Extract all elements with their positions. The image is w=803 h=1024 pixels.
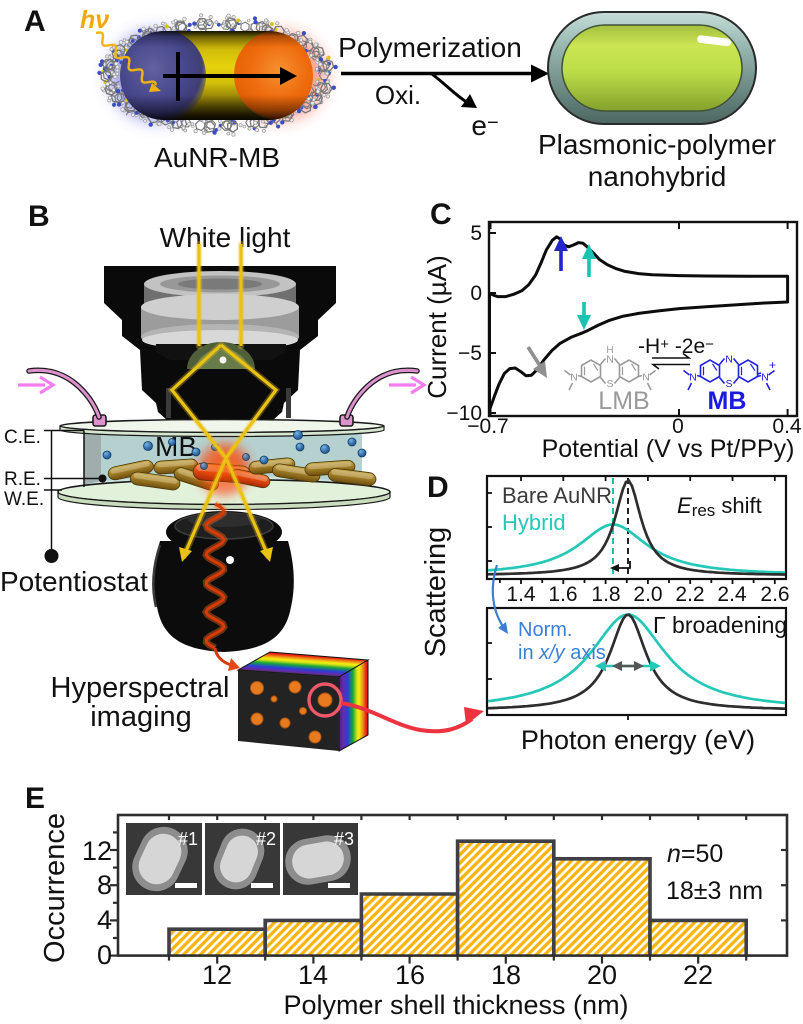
svg-text:White light: White light — [160, 222, 291, 253]
svg-text:18±3 nm: 18±3 nm — [666, 877, 763, 905]
svg-text:8: 8 — [97, 870, 112, 900]
svg-text:MB: MB — [155, 431, 197, 462]
svg-text:D: D — [427, 471, 449, 504]
svg-text:#1: #1 — [178, 829, 198, 849]
svg-text:20: 20 — [587, 960, 617, 990]
svg-text:in x/y axis: in x/y axis — [518, 642, 606, 664]
svg-text:12: 12 — [82, 836, 112, 866]
svg-text:hν: hν — [80, 6, 109, 34]
svg-text:Polymer shell thickness (nm): Polymer shell thickness (nm) — [283, 990, 628, 1020]
svg-text:14: 14 — [298, 960, 328, 990]
svg-text:Norm.: Norm. — [518, 619, 572, 641]
svg-text:N: N — [725, 354, 733, 366]
svg-text:n=50: n=50 — [667, 840, 723, 868]
svg-text:0: 0 — [470, 282, 482, 305]
svg-text:0.4: 0.4 — [772, 415, 802, 438]
svg-text:2.2: 2.2 — [675, 583, 704, 606]
svg-text:Potential (V vs Pt/PPy): Potential (V vs Pt/PPy) — [542, 435, 795, 463]
svg-text:−0.7: −0.7 — [467, 415, 508, 438]
svg-text:1.8: 1.8 — [591, 583, 620, 606]
svg-text:Occurrence: Occurrence — [39, 813, 71, 963]
svg-text:22: 22 — [683, 960, 713, 990]
svg-text:AuNR-MB: AuNR-MB — [154, 142, 280, 173]
svg-text:5: 5 — [470, 222, 482, 245]
svg-text:Polymerization: Polymerization — [338, 32, 522, 63]
svg-text:imaging: imaging — [90, 701, 192, 733]
svg-text:e−: e− — [471, 110, 498, 141]
svg-text:nanohybrid: nanohybrid — [588, 161, 727, 192]
svg-text:#3: #3 — [334, 829, 354, 849]
svg-text:0: 0 — [672, 415, 684, 438]
svg-text:1.6: 1.6 — [548, 583, 577, 606]
svg-text:B: B — [28, 200, 50, 233]
svg-text:Bare AuNR: Bare AuNR — [502, 483, 612, 508]
svg-text:−10: −10 — [446, 402, 482, 425]
svg-text:N: N — [689, 372, 697, 384]
svg-text:2.4: 2.4 — [717, 583, 747, 606]
svg-text:-H+ -2e−: -H+ -2e− — [638, 335, 714, 358]
svg-text:#2: #2 — [256, 829, 276, 849]
svg-text:+: + — [769, 358, 776, 372]
svg-text:16: 16 — [395, 960, 425, 990]
svg-text:Current (µA): Current (µA) — [422, 255, 452, 399]
svg-text:N: N — [761, 372, 769, 384]
svg-text:N: N — [642, 372, 650, 384]
svg-text:Oxi.: Oxi. — [375, 80, 421, 110]
svg-text:Hybrid: Hybrid — [502, 510, 566, 535]
svg-text:S: S — [725, 378, 732, 390]
svg-text:1.4: 1.4 — [506, 583, 536, 606]
svg-text:−5: −5 — [458, 342, 482, 365]
svg-text:2.0: 2.0 — [633, 583, 662, 606]
svg-text:0: 0 — [97, 940, 112, 970]
svg-text:18: 18 — [491, 960, 521, 990]
svg-text:12: 12 — [202, 960, 232, 990]
svg-text:Potentiostat: Potentiostat — [0, 566, 148, 597]
svg-text:MB: MB — [708, 387, 747, 415]
svg-text:Hyperspectral: Hyperspectral — [51, 672, 230, 704]
svg-text:R.E.: R.E. — [4, 469, 41, 490]
svg-text:N: N — [570, 372, 578, 384]
svg-text:H: H — [606, 345, 613, 356]
svg-text:C.E.: C.E. — [4, 427, 41, 448]
svg-text:W.E.: W.E. — [4, 489, 44, 510]
svg-text:Γ broadening: Γ broadening — [653, 612, 787, 638]
svg-text:S: S — [606, 378, 613, 390]
svg-text:Scattering: Scattering — [420, 527, 452, 658]
svg-text:2.6: 2.6 — [760, 583, 789, 606]
svg-text:Plasmonic-polymer: Plasmonic-polymer — [538, 129, 776, 160]
svg-text:Photon energy (eV): Photon energy (eV) — [521, 725, 755, 755]
svg-text:N: N — [606, 354, 614, 366]
svg-text:Eres shift: Eres shift — [677, 493, 762, 520]
svg-text:A: A — [24, 5, 46, 38]
svg-text:C: C — [430, 198, 452, 231]
svg-text:4: 4 — [97, 905, 112, 935]
svg-text:LMB: LMB — [598, 387, 649, 415]
svg-text:E: E — [25, 782, 45, 815]
